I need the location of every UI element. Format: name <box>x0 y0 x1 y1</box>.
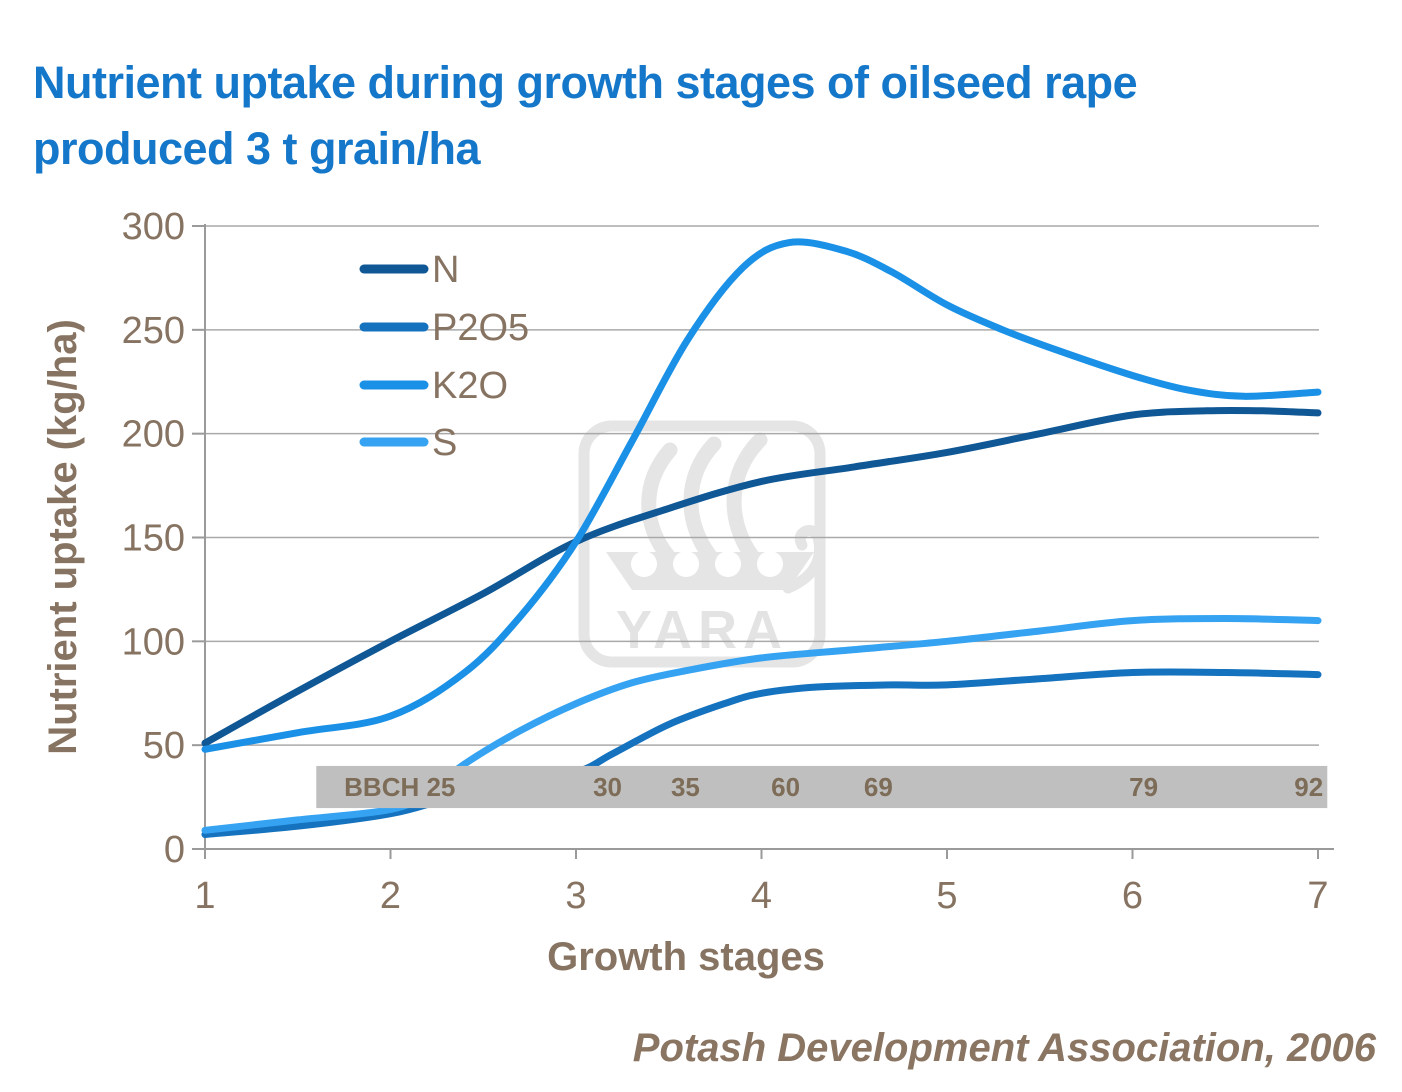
yara-watermark-logo: YARA <box>578 420 826 668</box>
bbch-label: BBCH 25 <box>344 772 455 802</box>
x-tick-label: 7 <box>1307 875 1328 917</box>
y-axis-title: Nutrient uptake (kg/ha) <box>41 319 85 755</box>
bbch-label: 30 <box>593 772 622 802</box>
y-tick-label: 150 <box>122 518 185 560</box>
legend-layer: N P2O5 K2O S <box>359 249 529 464</box>
axes-layer <box>192 224 1334 859</box>
x-tick-label: 5 <box>936 875 957 917</box>
bbch-label: 69 <box>864 772 893 802</box>
y-tick-label: 200 <box>122 414 185 456</box>
bbch-label: 79 <box>1129 772 1158 802</box>
tick-labels-layer: 0 50 100 150 200 250 300 1 2 3 4 5 6 7 <box>122 206 1329 917</box>
y-tick-label: 50 <box>143 725 185 767</box>
y-tick-label: 100 <box>122 621 185 663</box>
y-tick-label: 0 <box>164 829 185 871</box>
bbch-label: 60 <box>771 772 800 802</box>
bbch-band <box>316 765 1328 809</box>
legend-label-S: S <box>432 422 457 464</box>
x-tick-label: 3 <box>565 875 586 917</box>
x-tick-label: 4 <box>751 875 772 917</box>
x-axis-title: Growth stages <box>547 935 825 979</box>
bbch-band-layer: BBCH 25 30 35 60 69 79 92 <box>316 765 1328 809</box>
legend-label-P2O5: P2O5 <box>432 307 529 349</box>
watermark-text: YARA <box>616 600 788 660</box>
watermark-sail-icon <box>641 442 678 564</box>
y-tick-label: 300 <box>122 206 185 248</box>
x-tick-label: 1 <box>194 875 215 917</box>
y-tick-label: 250 <box>122 310 185 352</box>
series-line-N <box>201 406 1322 747</box>
x-tick-label: 6 <box>1122 875 1143 917</box>
series-line-K2O <box>201 238 1322 753</box>
watermark-sail-icon <box>726 432 768 564</box>
legend-label-K2O: K2O <box>432 365 508 407</box>
watermark-prow-icon <box>782 525 826 594</box>
source-attribution: Potash Development Association, 2006 <box>632 1026 1376 1070</box>
bbch-label: 92 <box>1294 772 1323 802</box>
bbch-label: 35 <box>671 772 700 802</box>
page-title: Nutrient uptake during growth stages of … <box>33 57 1138 174</box>
x-tick-label: 2 <box>380 875 401 917</box>
legend-label-N: N <box>432 249 459 291</box>
